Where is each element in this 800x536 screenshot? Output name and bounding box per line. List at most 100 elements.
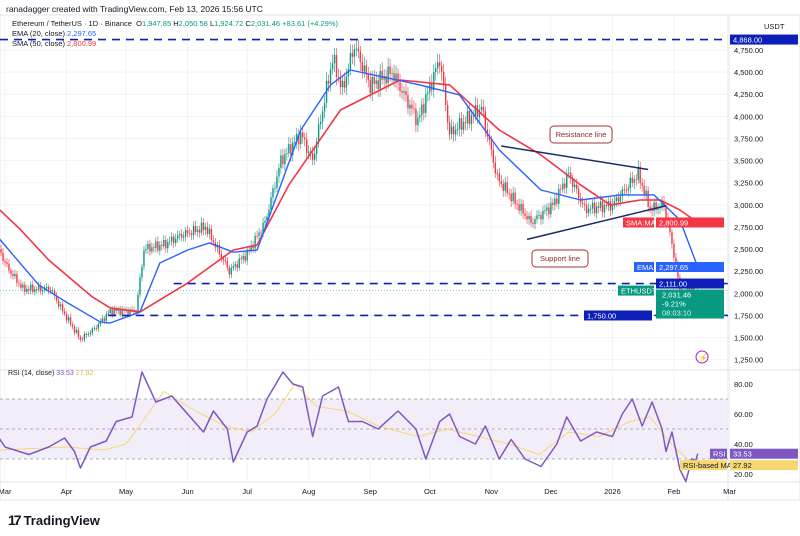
last-price-label: 2,031.46 — [662, 291, 691, 300]
candle-body — [367, 74, 369, 80]
candle-body — [423, 104, 425, 114]
candle-body — [103, 318, 105, 321]
candle-body — [355, 48, 358, 50]
candle-body — [264, 221, 266, 223]
high-value: 2,050.58 — [178, 19, 208, 28]
candle-body — [397, 73, 399, 83]
sma-legend-label[interactable]: SMA (50, close) — [12, 39, 65, 48]
candle-body — [83, 333, 86, 340]
candle-body — [441, 65, 443, 72]
candle-body — [345, 76, 348, 88]
candle-body — [464, 122, 467, 124]
candle-body — [347, 69, 350, 77]
candle-body — [494, 162, 496, 174]
candle-body — [401, 90, 403, 93]
candle-body — [117, 309, 119, 312]
candle-body — [254, 235, 256, 249]
candle-body — [198, 229, 201, 233]
candle-body — [238, 258, 240, 268]
candle-body — [224, 260, 227, 262]
candle-body — [256, 235, 258, 237]
candle-body — [643, 185, 645, 196]
ema-name-badge-bg — [634, 262, 654, 273]
candle-body — [278, 167, 280, 177]
candle-body — [49, 290, 52, 292]
rsi-ma-line — [0, 383, 698, 463]
candle-body — [538, 214, 540, 216]
candle-body — [570, 172, 572, 179]
candle-body — [204, 226, 207, 231]
time-tick-label: Apr — [61, 487, 73, 496]
candle-body — [127, 310, 129, 315]
candle-body — [280, 155, 282, 168]
candle-body — [97, 324, 99, 329]
rsi-line — [0, 371, 699, 483]
symbol-title[interactable]: Ethereum / TetherUS · 1D · Binance — [12, 19, 132, 28]
candle-body — [159, 244, 161, 251]
candle-body — [266, 216, 268, 222]
candle-body — [47, 286, 50, 291]
candle-body — [566, 173, 568, 188]
ema-legend-label[interactable]: EMA (20, close) — [12, 29, 65, 38]
candle-body — [399, 82, 401, 91]
candle-body — [581, 202, 584, 205]
candle-body — [14, 273, 16, 277]
low-value: 1,924.72 — [214, 19, 244, 28]
candle-body — [113, 309, 115, 316]
candle-body — [357, 48, 360, 52]
candle-body — [532, 222, 534, 224]
rsi-legend-label[interactable]: RSI (14, close) — [8, 370, 55, 377]
candle-body — [466, 110, 469, 124]
candle-body — [95, 328, 98, 329]
candle-body — [353, 49, 356, 57]
candle-body — [544, 210, 546, 212]
rsi-value-badge-bg — [730, 448, 798, 459]
tradingview-logo-icon: 17 — [8, 512, 22, 528]
candle-body — [93, 328, 96, 329]
lightning-icon-glyph: ⚡ — [699, 353, 708, 362]
close-label: C — [245, 19, 251, 28]
tradingview-logo[interactable]: 17 TradingView — [8, 512, 100, 528]
candle-body — [522, 203, 524, 214]
candle-body — [284, 153, 286, 165]
candle-body — [536, 215, 538, 220]
symbol-badge-bg — [618, 285, 654, 296]
level-badge-label: 1,750.00 — [587, 311, 616, 320]
rsi-ma-legend-value: 27.92 — [75, 370, 94, 377]
level-badge-label-bg — [656, 278, 724, 289]
price-tick-label: 1,500.00 — [734, 334, 763, 343]
candle-body — [568, 172, 570, 174]
price-tick-label: 1,750.00 — [734, 311, 763, 320]
candle-body — [562, 183, 564, 190]
candle-body — [462, 122, 465, 130]
sma-name-badge-bg — [623, 217, 654, 228]
candle-body — [623, 189, 626, 191]
candle-body — [484, 111, 487, 130]
candle-body — [252, 245, 254, 249]
candle-body — [444, 84, 447, 105]
candle-body — [161, 244, 163, 247]
candle-body — [587, 208, 590, 214]
time-tick-label: May — [119, 487, 133, 496]
candle-body — [167, 242, 169, 249]
time-tick-label: Feb — [667, 487, 680, 496]
candle-body — [228, 267, 231, 275]
candle-body — [79, 336, 82, 340]
candle-body — [242, 255, 244, 260]
candle-body — [288, 144, 290, 154]
trendline — [526, 205, 667, 241]
trendline — [501, 145, 649, 171]
candle-body — [246, 249, 248, 261]
low-label: L — [209, 19, 215, 28]
candle-body — [478, 109, 481, 118]
open-label: O — [136, 19, 142, 28]
candle-body — [528, 215, 530, 220]
candle-body — [69, 317, 72, 325]
ema-value-badge-bg — [656, 262, 724, 273]
candle-body — [482, 106, 485, 112]
rsi-name-badge: RSI — [713, 450, 726, 459]
candle-body — [480, 106, 483, 110]
candle-body — [270, 197, 272, 210]
candle-body — [173, 236, 175, 243]
